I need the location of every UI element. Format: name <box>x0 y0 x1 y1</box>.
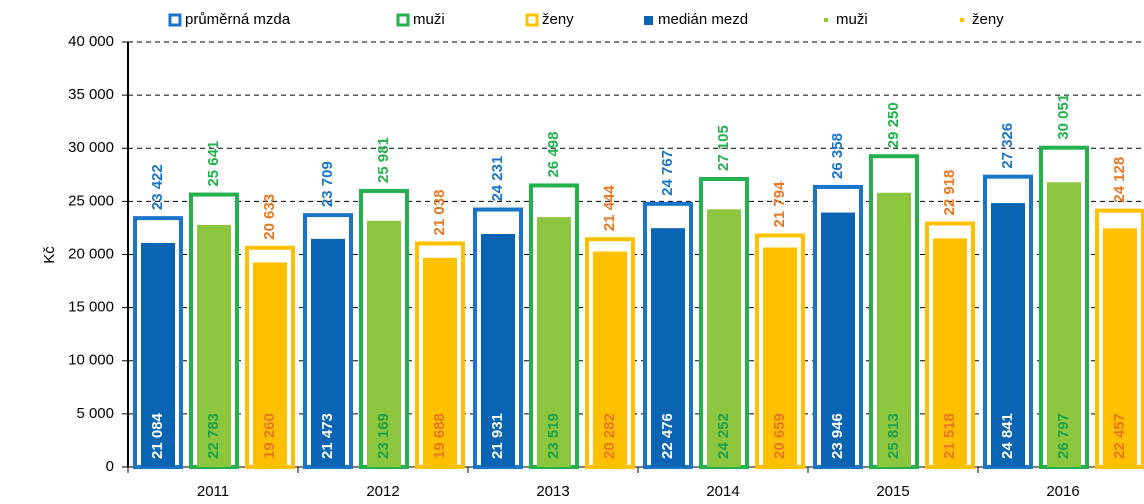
bar <box>651 228 685 467</box>
value-label: 21 084 <box>149 412 166 459</box>
bar <box>311 238 345 467</box>
value-label: 23 946 <box>829 413 846 459</box>
value-label: 20 633 <box>261 194 278 240</box>
x-tick-label: 2015 <box>876 483 909 500</box>
y-tick-label: 30 000 <box>68 139 114 156</box>
legend-marker <box>824 18 828 22</box>
legend-label: ženy <box>972 11 1004 28</box>
bar <box>1103 228 1137 467</box>
y-tick-label: 15 000 <box>68 299 114 316</box>
bar <box>197 224 231 467</box>
legend-marker <box>525 13 539 27</box>
value-label: 21 931 <box>489 413 506 459</box>
bar <box>423 257 457 467</box>
value-label: 21 794 <box>771 181 788 228</box>
bar <box>481 233 515 467</box>
x-tick-label: 2013 <box>536 483 569 500</box>
y-tick-label: 5 000 <box>76 405 114 422</box>
value-label: 23 709 <box>319 161 336 207</box>
value-label: 21 518 <box>941 413 958 459</box>
x-tick-label: 2012 <box>366 483 399 500</box>
bar <box>253 262 287 467</box>
value-label: 22 918 <box>941 170 958 216</box>
value-label: 21 444 <box>601 185 618 232</box>
x-tick-label: 2016 <box>1046 483 1079 500</box>
x-tick-label: 2014 <box>706 483 739 500</box>
x-tick-label: 2011 <box>197 483 229 500</box>
legend-marker <box>396 13 410 27</box>
value-label: 24 128 <box>1111 157 1128 203</box>
y-tick-label: 0 <box>106 458 114 475</box>
value-label: 23 519 <box>545 413 562 459</box>
y-axis-label: Kč <box>41 246 58 264</box>
value-label: 27 105 <box>715 125 732 171</box>
value-label: 22 783 <box>205 413 222 459</box>
value-label: 26 797 <box>1055 413 1072 459</box>
legend-label: průměrná mzda <box>185 11 291 28</box>
y-tick-label: 35 000 <box>68 86 114 103</box>
value-label: 20 282 <box>601 413 618 459</box>
y-tick-label: 10 000 <box>68 352 114 369</box>
bar <box>763 247 797 467</box>
legend-label: medián mezd <box>658 11 748 28</box>
value-label: 20 659 <box>771 413 788 459</box>
value-label: 25 813 <box>885 413 902 459</box>
legend-marker <box>960 18 964 22</box>
y-tick-label: 25 000 <box>68 192 114 209</box>
value-label: 24 767 <box>659 150 676 196</box>
bar <box>593 251 627 467</box>
value-label: 30 051 <box>1055 94 1072 140</box>
value-label: 25 981 <box>375 137 392 183</box>
value-label: 22 457 <box>1111 413 1128 459</box>
value-label: 27 326 <box>999 123 1016 169</box>
bar <box>367 220 401 467</box>
value-label: 19 688 <box>431 413 448 459</box>
value-label: 19 260 <box>261 413 278 459</box>
value-label: 25 641 <box>205 141 222 187</box>
bar <box>877 192 911 467</box>
value-label: 22 476 <box>659 413 676 459</box>
legend-marker <box>168 13 182 27</box>
legend-label: muži <box>413 11 445 28</box>
y-tick-label: 40 000 <box>68 33 114 50</box>
legend-marker <box>644 16 653 25</box>
legend-label: ženy <box>542 11 574 28</box>
value-label: 26 358 <box>829 133 846 179</box>
bar <box>933 238 967 467</box>
value-label: 24 252 <box>715 413 732 459</box>
value-label: 23 422 <box>149 164 166 210</box>
value-label: 26 498 <box>545 132 562 178</box>
bar <box>537 217 571 467</box>
value-label: 29 250 <box>885 102 902 148</box>
bar <box>991 203 1025 467</box>
value-label: 23 169 <box>375 413 392 459</box>
value-label: 21 473 <box>319 413 336 459</box>
bar <box>821 212 855 467</box>
value-label: 21 038 <box>431 190 448 236</box>
bar <box>707 209 741 467</box>
bar <box>141 242 175 467</box>
value-label: 24 841 <box>999 413 1016 459</box>
bar <box>1047 182 1081 468</box>
y-tick-label: 20 000 <box>68 245 114 262</box>
value-label: 24 231 <box>489 156 506 202</box>
legend-label: muži <box>836 11 868 28</box>
